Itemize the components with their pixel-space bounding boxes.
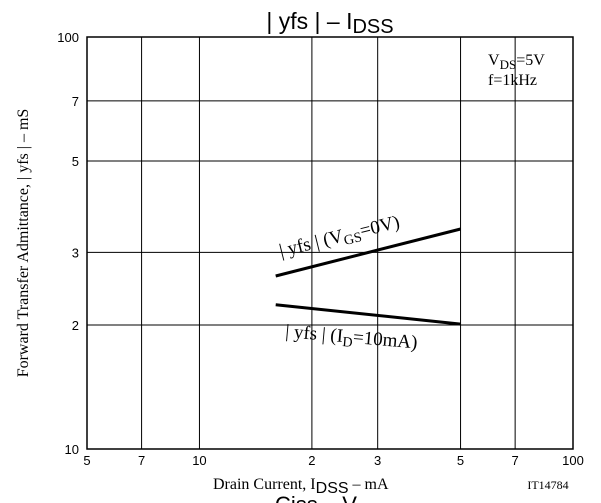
plot-frame: [86, 36, 574, 450]
series-line: [275, 303, 461, 326]
x-tick-label: 5: [457, 453, 464, 468]
footer-text: Ciss – V: [275, 492, 357, 503]
y-tick-label: 7: [72, 94, 79, 109]
grid: [86, 36, 574, 450]
y-tick-label: 2: [72, 318, 79, 333]
y-tick-label: 10: [65, 442, 79, 457]
series-label-vgs: | yfs | (VGS=0V): [277, 212, 402, 265]
condition-vds: VDS=5V: [488, 52, 545, 72]
y-tick-label: 100: [57, 30, 79, 45]
x-tick-label: 7: [138, 453, 145, 468]
figure-id: IT14784: [527, 478, 568, 492]
x-axis-label: Drain Current, IDSS – mA: [213, 476, 389, 497]
x-tick-label: 10: [192, 453, 206, 468]
x-tick-label: 100: [562, 453, 584, 468]
series-group: [275, 227, 461, 326]
labels-group: 5 7 10 2 3 5 7 100 10 2 3 5 7 100 | yfs | (VGS=0V) | yf…: [15, 8, 584, 503]
x-tick-label: 7: [512, 453, 519, 468]
series-line: [275, 227, 461, 278]
series-label-id: | yfs | (ID=10mA): [284, 321, 418, 356]
x-tick-label: 3: [374, 453, 381, 468]
y-tick-label: 3: [72, 245, 79, 260]
condition-freq: f=1kHz: [488, 72, 537, 89]
y-axis-label: Forward Transfer Admittance, | yfs | – m…: [15, 109, 32, 378]
chart-title: | yfs | – IDSS: [266, 8, 393, 38]
y-tick-label: 5: [72, 154, 79, 169]
x-tick-label: 2: [308, 453, 315, 468]
x-tick-label: 5: [83, 453, 90, 468]
